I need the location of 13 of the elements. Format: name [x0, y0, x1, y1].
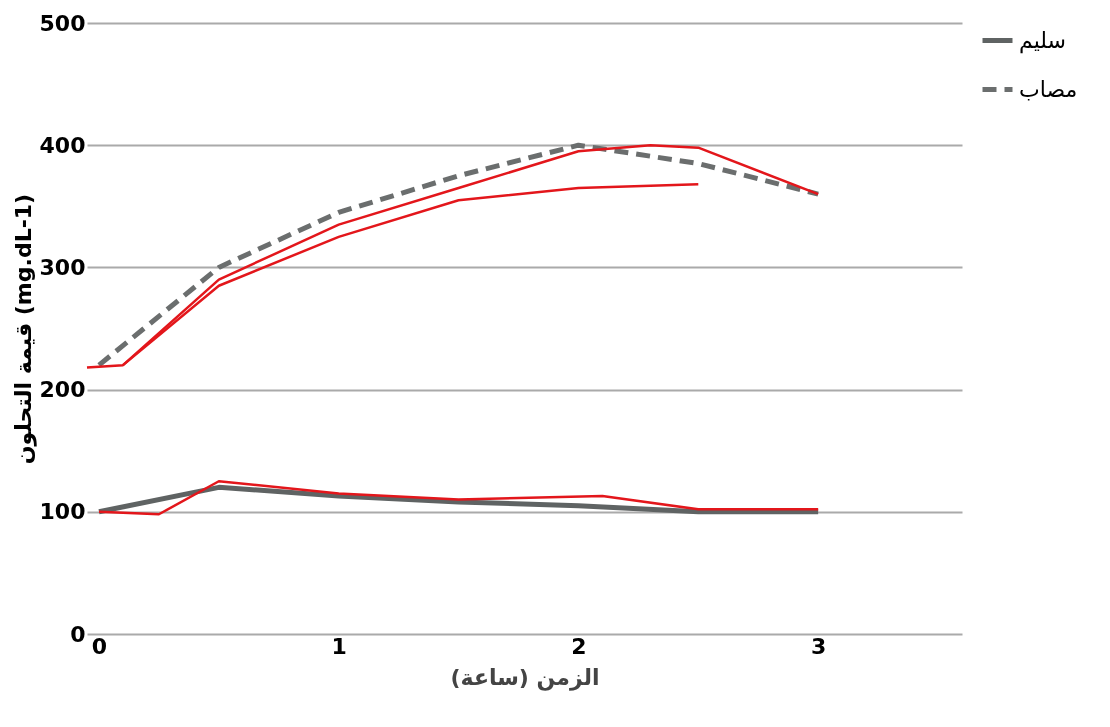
x-tick-label: 3 — [811, 633, 827, 659]
legend-label: مصاب — [1019, 76, 1078, 102]
y-tick-label: 400 — [39, 132, 86, 158]
y-axis-title: قيمة التحلون (mg.dL-1) — [10, 193, 37, 465]
x-tick-label: 1 — [331, 633, 347, 659]
y-tick-label: 300 — [39, 254, 86, 280]
x-tick-label: 2 — [571, 633, 587, 659]
x-tick-label: 0 — [91, 633, 108, 659]
y-tick-label: 200 — [39, 377, 86, 403]
legend-label: سليم — [1019, 27, 1066, 54]
y-tick-label: 500 — [39, 10, 86, 36]
x-axis-title: الزمن (ساعة) — [450, 664, 600, 691]
y-tick-label: 100 — [39, 499, 86, 525]
